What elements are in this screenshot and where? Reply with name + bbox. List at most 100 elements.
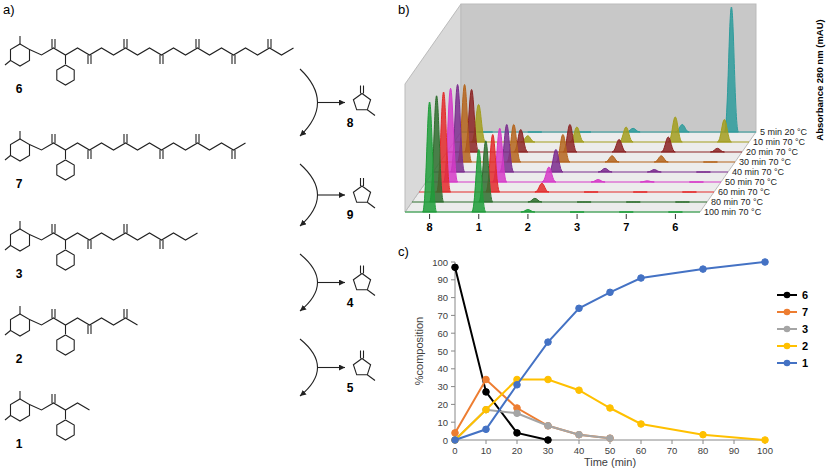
- marker: [700, 431, 707, 438]
- branch-arrow: [318, 194, 345, 195]
- trace-label: 40 min 70 °C: [732, 167, 785, 177]
- ring: [57, 65, 74, 85]
- chain: [30, 318, 138, 325]
- bond: [162, 240, 163, 249]
- tick: [451, 279, 455, 280]
- peak: [528, 132, 542, 133]
- peak: [612, 140, 626, 153]
- peak: [668, 212, 682, 213]
- tick-label: 40: [437, 363, 448, 374]
- branch-arrow: [318, 102, 345, 103]
- ring: [353, 274, 370, 290]
- bond: [54, 224, 55, 233]
- ring: [11, 229, 30, 251]
- marker: [483, 426, 490, 433]
- bond: [65, 55, 66, 64]
- tick-label: 40: [574, 445, 585, 456]
- bond: [198, 39, 199, 48]
- axis-title: Absorbance 280 nm (mAU): [814, 19, 825, 140]
- legend-label: 2: [802, 340, 808, 352]
- tick-label: 10: [481, 445, 492, 456]
- ring: [11, 399, 30, 421]
- peak: [696, 172, 710, 173]
- bond: [90, 150, 91, 159]
- legend-label: 6: [802, 289, 808, 301]
- line: [455, 380, 765, 441]
- legend-marker: [784, 292, 791, 299]
- tick-label: 1: [476, 221, 482, 233]
- bond: [54, 39, 55, 48]
- bond: [198, 134, 199, 143]
- tick: [478, 214, 479, 219]
- trace-label: 60 min 70 °C: [718, 187, 771, 197]
- bond: [126, 39, 127, 48]
- marker: [514, 410, 521, 417]
- peak: [577, 202, 591, 203]
- bond: [65, 240, 66, 249]
- bond: [123, 309, 124, 318]
- tick: [451, 333, 455, 334]
- marker: [607, 289, 614, 296]
- byproduct: [353, 351, 375, 381]
- bond: [51, 309, 52, 318]
- panel-label: c): [398, 244, 409, 259]
- marker: [576, 431, 583, 438]
- reaction-arrow: [300, 164, 318, 226]
- bond: [234, 150, 235, 159]
- reaction-arrow: [300, 254, 318, 311]
- ring: [57, 160, 74, 180]
- tick-label: 90: [437, 274, 448, 285]
- marker: [483, 376, 490, 383]
- bond: [54, 309, 55, 318]
- bond: [87, 240, 88, 249]
- legend-label: 3: [802, 323, 808, 335]
- peak: [710, 148, 724, 152]
- tick-label: 0: [443, 435, 448, 446]
- marker: [607, 435, 614, 442]
- bond: [231, 150, 232, 159]
- compound-label: 2: [16, 352, 23, 366]
- tick: [486, 440, 487, 444]
- tick: [672, 440, 673, 444]
- compound: [5, 306, 138, 355]
- bond: [123, 224, 124, 233]
- tick: [703, 440, 704, 444]
- marker: [545, 339, 552, 346]
- side-wall: [405, 4, 461, 212]
- tick-label: 60: [437, 328, 448, 339]
- bond: [360, 266, 361, 274]
- peak: [724, 7, 738, 132]
- byproduct-label: 5: [347, 381, 354, 395]
- peak: [717, 120, 731, 143]
- compound: [5, 36, 294, 85]
- compound-label: 3: [16, 267, 23, 281]
- ring: [11, 314, 30, 336]
- byproduct-label: 4: [347, 296, 354, 310]
- bond: [162, 55, 163, 64]
- peak: [689, 182, 703, 183]
- baseline: [412, 202, 707, 203]
- legend-label: 1: [802, 357, 808, 369]
- bond: [19, 306, 20, 314]
- marker: [762, 259, 769, 266]
- tick-label: 10: [437, 417, 448, 428]
- tick-label: 0: [452, 445, 457, 456]
- tick-label: 7: [623, 221, 629, 233]
- baseline: [419, 192, 714, 193]
- bond: [234, 55, 235, 64]
- tick: [641, 440, 642, 444]
- bond: [51, 224, 52, 233]
- peak: [626, 202, 640, 203]
- line: [455, 380, 610, 439]
- compound-label: 6: [16, 82, 23, 96]
- tick-label: 100: [757, 445, 773, 456]
- bond: [90, 325, 91, 334]
- legend-marker: [784, 360, 791, 367]
- line: [455, 262, 765, 440]
- traces: [405, 7, 756, 212]
- bond: [126, 224, 127, 233]
- bond: [87, 325, 88, 334]
- byproduct-label: 9: [347, 208, 354, 222]
- peak: [619, 127, 633, 142]
- tick-label: 80: [437, 292, 448, 303]
